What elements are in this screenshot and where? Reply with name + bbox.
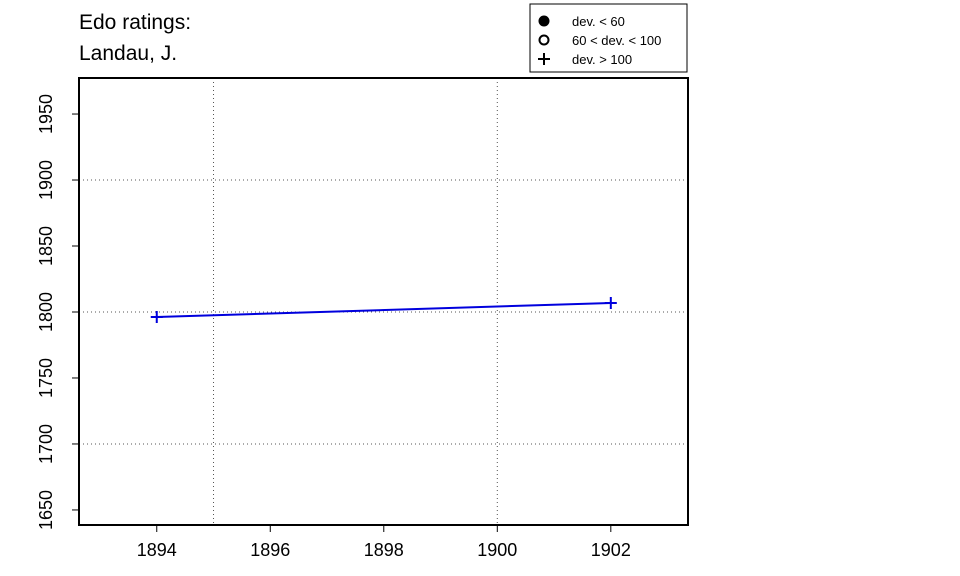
y-tick-label: 1700 <box>36 424 56 464</box>
legend-label: dev. < 60 <box>572 14 625 29</box>
plot-frame <box>78 77 689 526</box>
y-tick-label: 1900 <box>36 160 56 200</box>
x-tick-label: 1896 <box>250 540 290 560</box>
marker-plus <box>538 53 550 65</box>
y-tick-label: 1750 <box>36 358 56 398</box>
series-line <box>156 302 611 319</box>
x-tick-label: 1902 <box>591 540 631 560</box>
marker-filled <box>538 15 550 27</box>
y-tick-label: 1800 <box>36 292 56 332</box>
y-tick-label: 1950 <box>36 94 56 134</box>
legend-label: 60 < dev. < 100 <box>572 33 661 48</box>
y-tick-label: 1650 <box>36 490 56 530</box>
x-tick-label: 1900 <box>477 540 517 560</box>
legend-box <box>529 3 688 73</box>
marker-open <box>538 34 550 46</box>
y-tick-label: 1850 <box>36 226 56 266</box>
chart-title: Edo ratings: <box>79 11 191 34</box>
legend-label: dev. > 100 <box>572 52 632 67</box>
chart-title: Landau, J. <box>79 42 177 65</box>
marker-plus <box>150 311 163 324</box>
x-tick-label: 1898 <box>364 540 404 560</box>
x-tick-label: 1894 <box>137 540 177 560</box>
marker-plus <box>604 297 617 310</box>
